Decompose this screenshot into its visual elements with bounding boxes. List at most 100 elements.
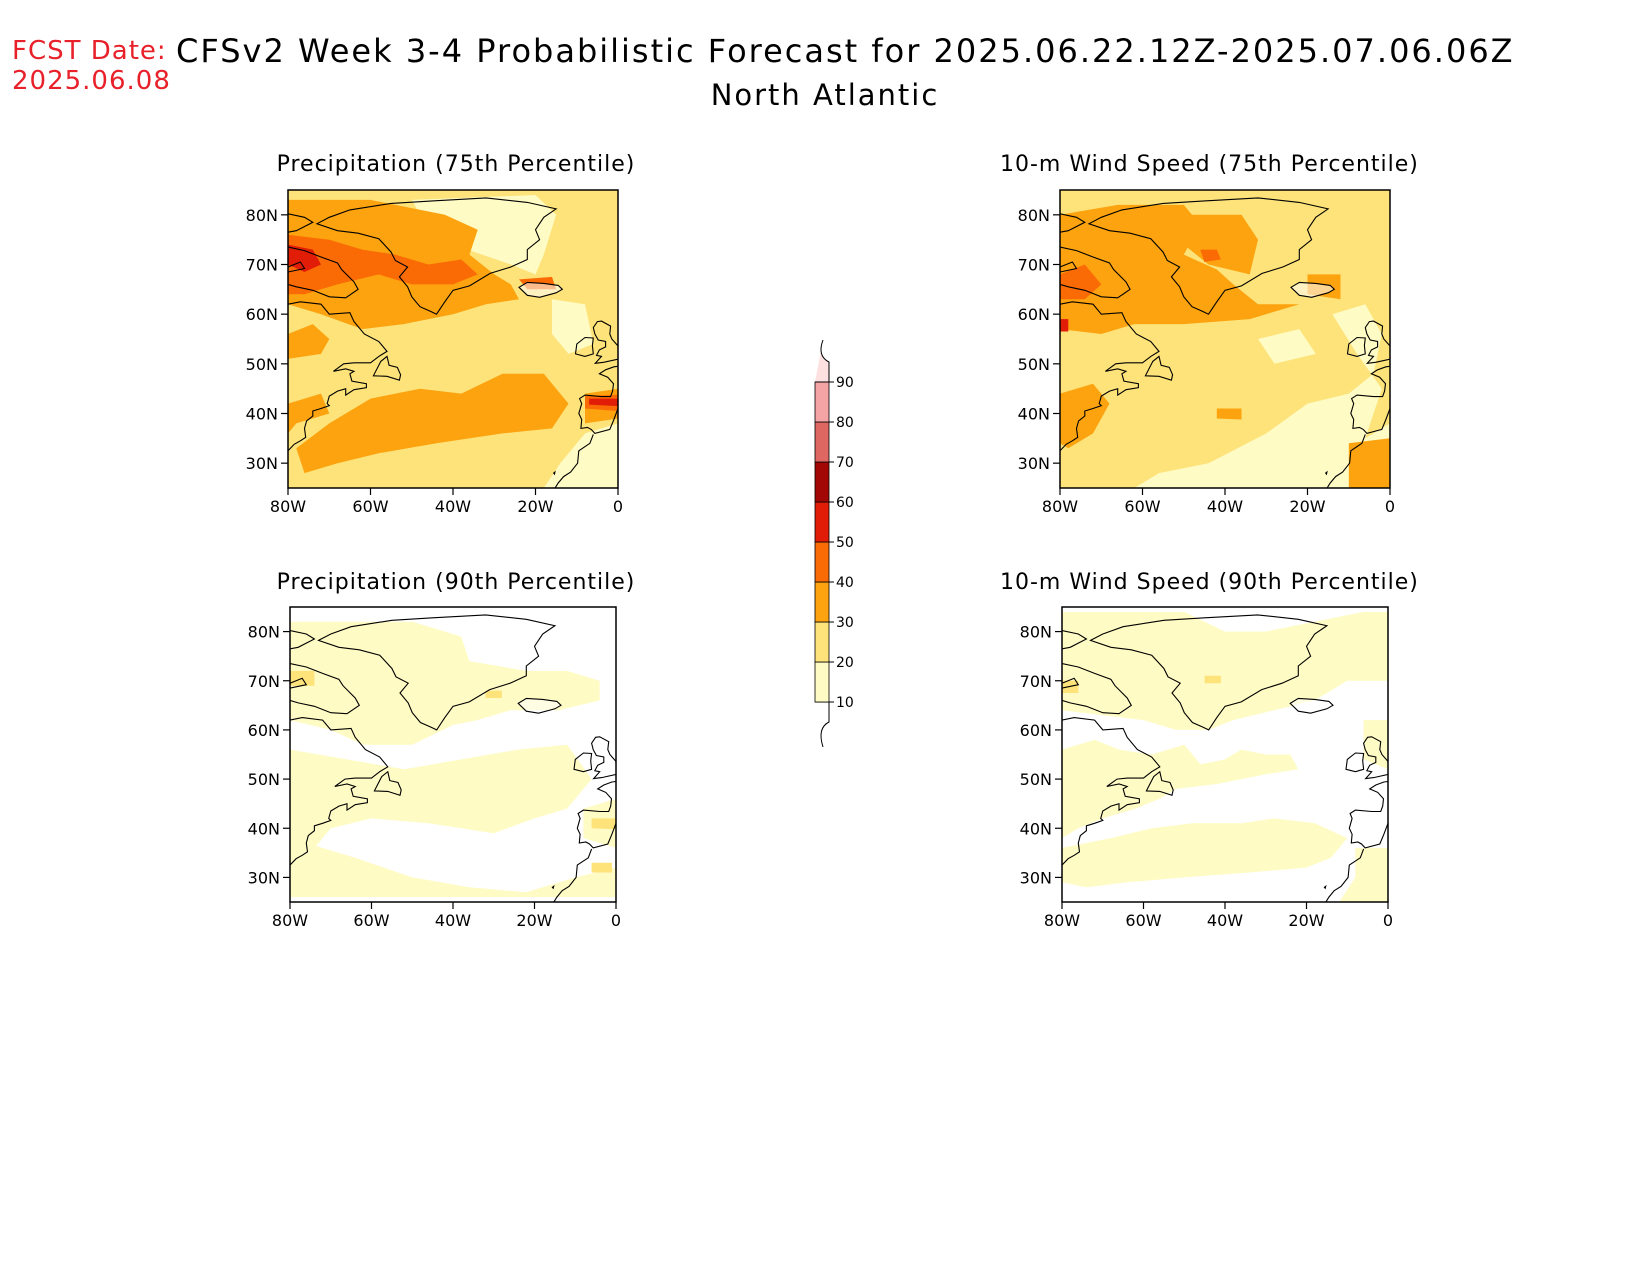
lat-tick-label: 60N	[1020, 721, 1052, 740]
probability-shading-region	[1348, 438, 1390, 488]
coastline-greenland	[315, 197, 558, 315]
coastline-canaries	[552, 470, 556, 476]
lat-tick-label: 50N	[1018, 355, 1050, 374]
coastline-iberia	[576, 780, 616, 849]
coastline-uk	[592, 320, 618, 365]
coastline-newfoundland	[1144, 355, 1174, 381]
map-wind-speed-90th: 30N 40N 50N 60N 70N 80N 80W 60W 40W 20W 0	[1020, 606, 1393, 930]
coastline-uk	[1363, 736, 1388, 780]
coastline-uk	[591, 736, 616, 780]
probability-shading-region	[1216, 408, 1242, 420]
panel-title-wind-75: 10-m Wind Speed (75th Percentile)	[1000, 152, 1419, 177]
colorbar-label: 10	[836, 695, 854, 711]
coastline-greenland	[317, 614, 557, 731]
probability-shading-region	[1339, 847, 1388, 902]
probability-shading-region	[1062, 818, 1348, 888]
lat-tick-label: 40N	[1018, 405, 1050, 424]
probability-shading-region	[296, 373, 569, 474]
lat-tick-label: 40N	[246, 405, 278, 424]
colorbar-label: 50	[836, 535, 854, 551]
lat-tick-label: 80N	[1020, 623, 1052, 642]
page-title: CFSv2 Week 3-4 Probabilistic Forecast fo…	[176, 32, 1515, 70]
forecast-date-label: FCST Date: 2025.06.08	[12, 36, 171, 96]
panel-title-precip-90: Precipitation (90th Percentile)	[276, 570, 636, 595]
probability-shading-region	[552, 299, 594, 354]
probability-shading-region	[290, 838, 616, 898]
lon-tick-label: 0	[1383, 911, 1393, 930]
lat-tick-label: 30N	[1018, 454, 1050, 473]
fcst-date: 2025.06.08	[12, 66, 171, 96]
lat-tick-label: 50N	[246, 355, 278, 374]
coastline-baffin	[1060, 246, 1131, 299]
coastline-labrador	[1060, 301, 1160, 452]
lat-tick-label: 50N	[248, 770, 280, 789]
lon-tick-label: 40W	[1207, 911, 1243, 930]
coastline-ireland	[1345, 752, 1365, 773]
coastline-canaries	[1323, 884, 1327, 890]
colorbar-label: 20	[836, 655, 854, 671]
coastline-islands	[1060, 213, 1086, 233]
map-precipitation-75th: 30N 40N 50N 60N 70N 80N 80W 60W 40W 20W 0	[246, 189, 623, 516]
panel-title-precip-75: Precipitation (75th Percentile)	[276, 152, 636, 177]
lat-tick-label: 30N	[1020, 868, 1052, 887]
lon-tick-label: 20W	[1288, 911, 1324, 930]
coastline-africa	[553, 848, 593, 902]
coastline-islands	[1062, 630, 1088, 650]
lat-tick-label: 30N	[248, 868, 280, 887]
coastline-baffin	[1062, 662, 1133, 715]
probability-shading-region	[1258, 329, 1316, 364]
probability-shading-region	[1060, 204, 1300, 334]
coastline-uk	[1364, 320, 1390, 365]
probability-shading-region	[288, 324, 330, 359]
coastline-islands	[290, 630, 316, 650]
colorbar-upper-cap	[815, 339, 830, 383]
probability-shading-region	[1183, 214, 1258, 275]
probability-shading-region	[485, 690, 502, 698]
colorbar-segment	[814, 461, 830, 503]
lon-tick-label: 20W	[516, 911, 552, 930]
coastline-islands2	[1060, 261, 1078, 273]
probability-shading-region	[288, 393, 330, 434]
colorbar-segment	[814, 421, 830, 463]
lon-tick-label: 0	[611, 911, 621, 930]
coastline-labrador	[1062, 717, 1161, 866]
coastline-iceland	[1289, 697, 1334, 714]
probability-shading-region	[589, 398, 618, 407]
lon-tick-label: 60W	[352, 497, 388, 516]
lon-tick-label: 40W	[1207, 497, 1243, 516]
coastline-greenland	[1087, 197, 1330, 315]
coastline-canaries	[551, 884, 555, 890]
colorbar-label: 30	[836, 615, 854, 631]
coastline-islands	[288, 213, 314, 233]
colorbar-segment	[814, 661, 830, 703]
lat-tick-label: 70N	[1018, 256, 1050, 275]
colorbar-segment	[814, 581, 830, 623]
lon-tick-label: 40W	[435, 911, 471, 930]
probability-shading-region	[290, 621, 600, 745]
probability-shading-region	[591, 818, 616, 830]
region-subtitle: North Atlantic	[710, 78, 940, 112]
lat-tick-label: 70N	[1020, 672, 1052, 691]
lat-tick-label: 30N	[246, 454, 278, 473]
probability-shading-region	[1060, 319, 1069, 332]
lon-tick-label: 80W	[272, 911, 308, 930]
probability-colorbar: 10 20 30 40 50 60 70 80 90	[814, 339, 854, 748]
lon-tick-label: 60W	[1124, 497, 1160, 516]
colorbar-segment	[814, 541, 830, 583]
probability-shading-region	[1363, 720, 1388, 770]
coastline-islands2	[288, 261, 306, 273]
colorbar-label: 70	[836, 455, 854, 471]
coastline-iberia	[578, 365, 618, 435]
lat-tick-label: 60N	[246, 305, 278, 324]
probability-shading-region	[1062, 739, 1299, 839]
colorbar-label: 80	[836, 415, 854, 431]
lat-tick-label: 50N	[1020, 770, 1052, 789]
lon-tick-label: 20W	[1289, 497, 1325, 516]
coastline-labrador	[288, 301, 388, 452]
colorbar-label: 60	[836, 495, 854, 511]
lat-tick-label: 70N	[246, 256, 278, 275]
lon-tick-label: 60W	[353, 911, 389, 930]
lon-tick-label: 40W	[435, 497, 471, 516]
fcst-label: FCST Date:	[12, 36, 167, 66]
lat-tick-label: 70N	[248, 672, 280, 691]
